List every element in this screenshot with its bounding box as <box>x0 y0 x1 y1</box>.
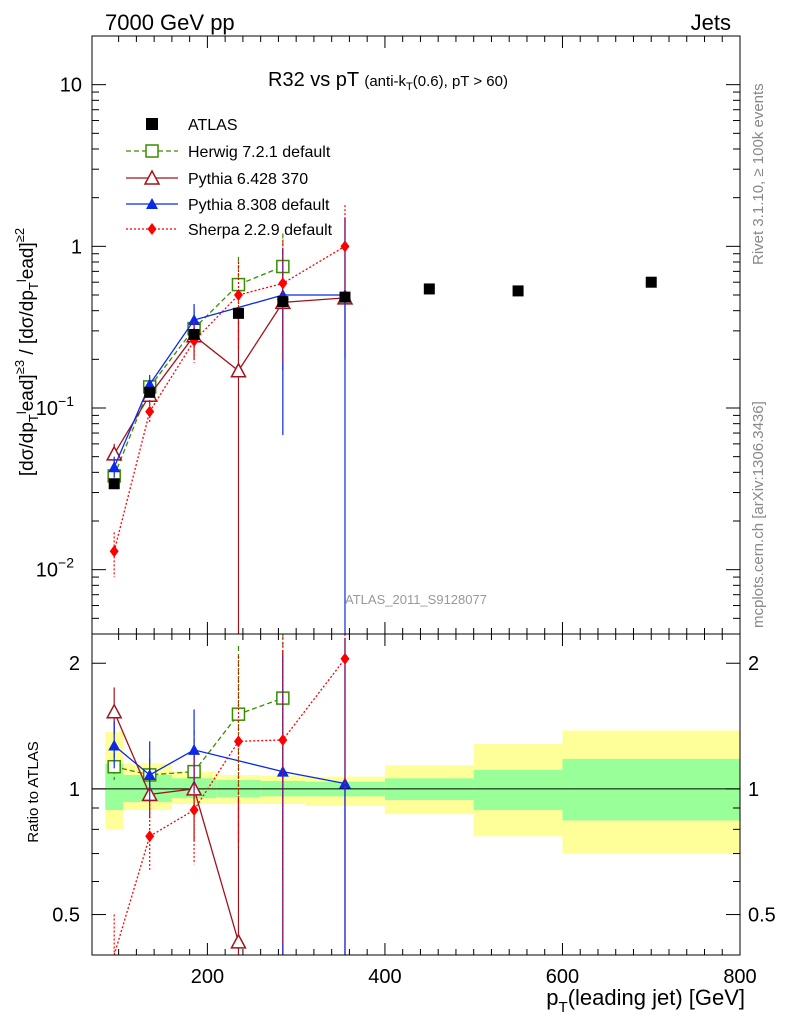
pythia-8-308-default-ratio-marker <box>108 739 121 751</box>
sherpa-2-2-9-default-marker <box>109 545 119 558</box>
pythia-8-308-default-ratio-marker <box>143 768 156 780</box>
analysis-label: ATLAS_2011_S9128077 <box>345 592 487 607</box>
ratio-tick-label-right: 1 <box>748 779 759 801</box>
atlas-data-point <box>144 386 156 398</box>
x-tick-label: 400 <box>368 966 401 988</box>
atlas-data-point <box>645 276 657 288</box>
sherpa-2-2-9-default-marker <box>233 288 243 301</box>
stat-uncertainty-band <box>473 769 563 811</box>
sherpa-2-2-9-default-ratio-series <box>113 634 350 956</box>
sherpa-2-2-9-default-ratio-marker <box>189 804 199 817</box>
pythia-8-308-default-series <box>108 217 351 634</box>
sherpa-2-2-9-default-marker <box>340 240 350 253</box>
herwig-7-2-1-default-legend-label: Herwig 7.2.1 default <box>188 144 331 161</box>
pythia-6-428-370-marker <box>230 362 247 378</box>
sherpa-2-2-9-default-ratio-line <box>113 658 346 956</box>
ratio-uncertainty-bands <box>92 730 740 854</box>
sherpa-2-2-9-default-ratio-marker <box>145 830 155 843</box>
pythia-8-308-default-legend-marker <box>146 198 158 209</box>
y-tick-label: 10−1 <box>36 393 74 420</box>
pythia-6-428-370-legend-label: Pythia 6.428 370 <box>188 171 308 188</box>
ratio-tick-label: 2 <box>69 653 80 675</box>
atlas-data-point <box>188 328 200 340</box>
y-tick-label: 1 <box>71 236 82 258</box>
atlas-legend-marker <box>146 118 158 130</box>
ratio-tick-label-right: 0.5 <box>748 905 776 927</box>
ratio-y-axis-label: Ratio to ATLAS <box>25 741 42 842</box>
sherpa-2-2-9-default-marker <box>278 277 288 290</box>
stat-uncertainty-band <box>105 763 124 811</box>
pythia-6-428-370-series <box>105 217 354 634</box>
x-axis-label: pT(leading jet) [GeV] <box>546 985 745 1016</box>
ratio-panel-frame <box>91 633 741 956</box>
plot-title: R32 vs pT (anti-kT(0.6), pT > 60) <box>268 69 508 93</box>
category-label: Jets <box>691 10 731 35</box>
x-tick-label: 200 <box>191 966 224 988</box>
sherpa-2-2-9-default-ratio-marker <box>278 733 288 746</box>
sherpa-2-2-9-default-ratio-marker <box>340 652 350 665</box>
ratio-tick-label-right: 2 <box>748 653 759 675</box>
stat-uncertainty-band <box>562 758 740 821</box>
herwig-7-2-1-default-line <box>113 265 284 477</box>
atlas-data-point <box>277 296 289 308</box>
ratio-panel-ticks: 200 400 600 800 0.5 0.5 1 1 2 2 <box>52 634 776 988</box>
sherpa-2-2-9-default-marker <box>145 405 155 418</box>
pythia-8-308-default-marker <box>108 461 121 473</box>
pythia-8-308-default-legend-label: Pythia 8.308 default <box>188 197 330 214</box>
y-tick-label: 10 <box>60 75 82 97</box>
atlas-data-point <box>512 285 524 297</box>
atlas-legend-label: ATLAS <box>188 117 238 134</box>
y-tick-label: 10−2 <box>36 555 74 582</box>
main-panel-ticks: 10−2 10−1 1 10 <box>36 35 741 635</box>
x-tick-label: 600 <box>546 966 579 988</box>
sherpa-2-2-9-default-ratio-marker <box>233 735 243 748</box>
atlas-data-point <box>232 307 244 319</box>
rivet-version-label: Rivet 3.1.10, ≥ 100k events <box>750 83 767 265</box>
pythia-6-428-370-ratio-marker <box>230 933 247 949</box>
y-axis-label: [dσ/dpTlead]≥3 / [dσ/dpTlead]≥2 <box>12 228 41 476</box>
mcplots-source-label: mcplots.cern.ch [arXiv:1306.3436] <box>750 401 767 628</box>
ratio-tick-label: 0.5 <box>52 905 80 927</box>
main-panel-series <box>105 205 657 634</box>
sherpa-2-2-9-default-legend-label: Sherpa 2.2.9 default <box>188 222 333 239</box>
pythia-8-308-default-marker <box>188 314 201 326</box>
atlas-data-series <box>108 276 657 490</box>
pythia-6-428-370-ratio-line <box>113 711 240 943</box>
sherpa-2-2-9-default-line <box>113 245 346 552</box>
pythia-8-308-default-ratio-marker <box>188 743 201 755</box>
pythia-6-428-370-ratio-marker <box>105 703 123 719</box>
ratio-panel-series <box>105 634 351 956</box>
herwig-7-2-1-default-legend-marker <box>145 144 159 158</box>
pythia-6-428-370-legend-marker <box>143 169 161 185</box>
pythia-8-308-default-marker <box>143 378 156 390</box>
collision-label: 7000 GeV pp <box>105 10 235 35</box>
herwig-7-2-1-default-ratio-series <box>107 634 290 882</box>
x-tick-label: 800 <box>723 966 756 988</box>
herwig-7-2-1-default-marker <box>231 277 246 292</box>
sherpa-2-2-9-default-legend-marker <box>147 223 157 235</box>
ratio-tick-label: 1 <box>69 779 80 801</box>
atlas-data-point <box>423 283 435 295</box>
legend: ATLAS Herwig 7.2.1 default Pythia 6.428 37… <box>126 117 333 239</box>
herwig-7-2-1-default-series <box>107 233 290 486</box>
atlas-data-point <box>108 478 120 490</box>
herwig-7-2-1-default-ratio-line <box>114 697 284 776</box>
pythia-6-428-370-line <box>113 297 346 455</box>
atlas-data-point <box>339 291 351 303</box>
